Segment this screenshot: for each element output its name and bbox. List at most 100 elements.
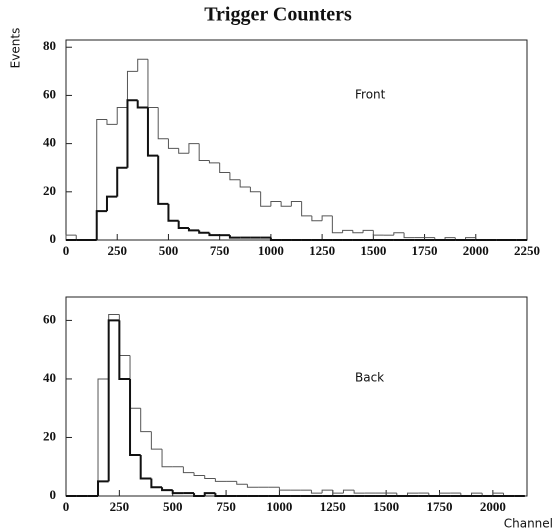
histogram-step <box>198 230 210 234</box>
histogram-step <box>108 314 120 379</box>
histogram-step <box>150 478 163 489</box>
histogram-step <box>161 449 173 468</box>
chart-title: Trigger Counters <box>204 4 352 26</box>
histogram-step <box>332 490 344 494</box>
histogram-step <box>236 481 248 485</box>
y-tick-label: 20 <box>43 183 56 198</box>
histogram-step <box>97 378 109 496</box>
histogram-step <box>204 475 216 479</box>
y-axis-label: Events <box>9 28 23 69</box>
histogram-step <box>310 490 323 494</box>
histogram-step <box>118 314 131 357</box>
x-tick-label: 750 <box>216 499 236 514</box>
histogram-step <box>182 466 195 474</box>
histogram-step <box>362 229 374 233</box>
x-tick-label: 1000 <box>258 243 284 258</box>
histogram-step <box>129 378 141 457</box>
x-tick-label: 1750 <box>426 499 452 514</box>
annotation: Front <box>355 88 386 102</box>
annotation: Back <box>355 371 384 385</box>
histogram-step <box>353 490 365 494</box>
histogram-step <box>208 232 220 237</box>
histogram-step <box>342 229 353 233</box>
histogram-step <box>105 195 118 212</box>
histogram-step <box>229 172 241 181</box>
x-tick-label: 2000 <box>463 243 489 258</box>
histogram-step <box>167 138 179 149</box>
x-tick-label: 2000 <box>480 499 506 514</box>
histogram-step <box>96 119 107 240</box>
histogram-step <box>352 230 364 234</box>
histogram-step <box>116 166 128 197</box>
histogram-step <box>198 143 210 161</box>
histogram-step <box>136 100 148 109</box>
x-tick-label: 1500 <box>373 499 399 514</box>
histogram-step <box>187 227 200 232</box>
x-tick-label: 1250 <box>320 499 346 514</box>
histogram-step <box>321 489 333 494</box>
x-axis-label: Channel <box>504 517 553 531</box>
y-tick-label: 40 <box>43 135 56 150</box>
histogram-step <box>260 191 271 207</box>
histogram-step <box>65 234 77 240</box>
histogram-step <box>342 489 355 494</box>
histogram-step <box>403 232 415 239</box>
histogram-step <box>140 408 152 433</box>
histogram-step <box>126 99 138 168</box>
histogram-step <box>107 319 120 482</box>
histogram-step <box>301 201 312 217</box>
histogram-step <box>393 232 405 236</box>
x-tick-label: 500 <box>163 499 183 514</box>
histogram-step <box>95 210 107 240</box>
histogram-step <box>203 492 216 496</box>
x-tick-label: 2250 <box>514 243 540 258</box>
histogram-step <box>214 478 227 482</box>
histogram-step <box>246 484 259 488</box>
histogram-step <box>249 186 261 193</box>
y-tick-label: 20 <box>43 428 56 443</box>
histogram-step <box>116 106 128 125</box>
histogram-step <box>311 215 323 222</box>
histogram-step <box>278 487 291 491</box>
histogram-step <box>129 355 141 409</box>
x-tick-label: 0 <box>63 243 70 258</box>
x-tick-label: 500 <box>159 243 179 258</box>
histogram-step <box>139 455 152 480</box>
x-tick-label: 250 <box>110 499 130 514</box>
y-tick-label: 60 <box>43 86 56 101</box>
histogram-step <box>280 201 292 207</box>
x-tick-label: 750 <box>210 243 230 258</box>
histogram-step <box>118 320 131 380</box>
histogram-step <box>157 155 169 205</box>
histogram-step <box>126 70 138 108</box>
plot-frame <box>65 296 528 497</box>
histogram-step <box>372 230 384 236</box>
histogram-step <box>208 160 220 164</box>
histogram-step <box>239 179 251 188</box>
x-tick-label: 1500 <box>360 243 386 258</box>
histogram-step <box>106 119 118 125</box>
x-tick-label: 0 <box>63 499 70 514</box>
histogram-step <box>228 235 241 239</box>
histogram-step <box>219 162 230 174</box>
y-tick-label: 0 <box>50 487 57 502</box>
x-tick-label: 1250 <box>309 243 335 258</box>
y-tick-label: 80 <box>43 38 56 53</box>
x-tick-label: 1750 <box>412 243 438 258</box>
y-tick-label: 0 <box>50 231 57 246</box>
histogram-step <box>147 59 159 108</box>
histogram-step <box>214 493 227 497</box>
histogram-step <box>331 215 343 234</box>
x-tick-label: 1000 <box>266 499 292 514</box>
histogram-step <box>137 58 148 72</box>
histogram-step <box>290 200 302 207</box>
histogram-step <box>97 480 109 496</box>
histogram-step <box>167 203 179 222</box>
plot-frame <box>65 39 528 241</box>
histogram-step <box>146 107 159 157</box>
histogram-step <box>193 472 205 477</box>
histogram-step <box>269 237 282 241</box>
histogram-step <box>270 200 282 207</box>
histogram-step <box>177 220 189 229</box>
